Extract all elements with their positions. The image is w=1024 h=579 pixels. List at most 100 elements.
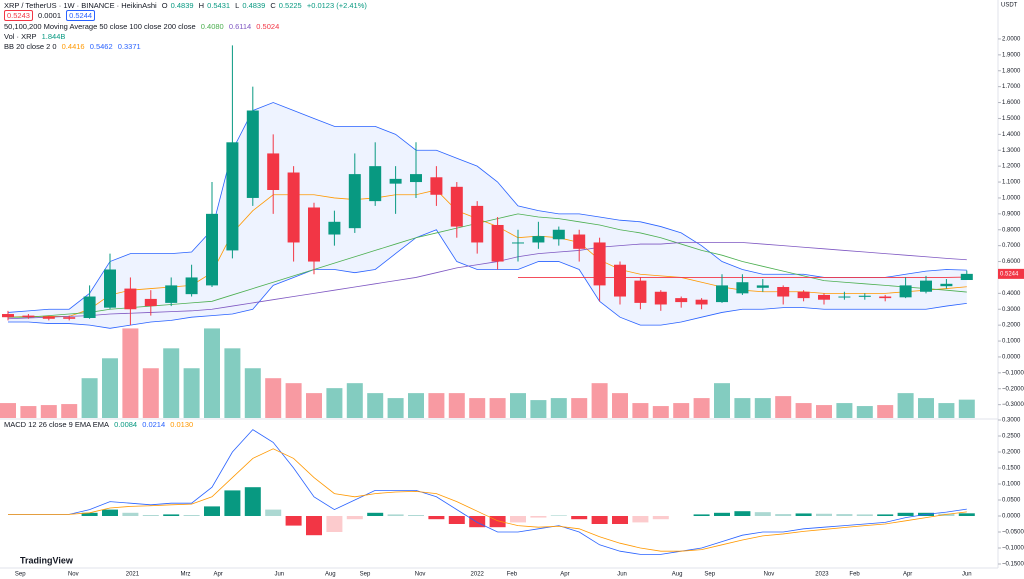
histogram-bar (591, 516, 608, 524)
y-tick-label: −0.1000 (1002, 546, 1024, 552)
volume-bar (550, 398, 567, 418)
volume-bar (856, 406, 873, 418)
histogram-bar (244, 487, 261, 516)
volume-bar (163, 348, 180, 418)
volume-bar (20, 406, 37, 418)
volume-bar (387, 398, 404, 418)
label: O (161, 1, 168, 10)
candle-body (532, 236, 545, 243)
label: 50,100,200 Moving Average 50 close 100 c… (4, 22, 196, 31)
signal-line (8, 448, 967, 552)
candle-body (716, 285, 728, 303)
y-tick-label: 0.6000 (1002, 259, 1021, 265)
value: 0.6114 (228, 22, 252, 31)
histogram-bar (204, 506, 220, 516)
y-tick-label: 1.3000 (1002, 148, 1021, 154)
y-tick-label: 0.7000 (1002, 243, 1021, 249)
y-tick-label: 1.7000 (1002, 84, 1021, 90)
histogram-bar (142, 515, 159, 516)
volume-bar (795, 403, 812, 418)
value: 0.0214 (142, 420, 166, 429)
candle-body (797, 291, 810, 299)
candle-body (430, 177, 443, 195)
symbol-title: XRP / TetherUS · 1W · BINANCE · HeikinAs… (4, 1, 157, 10)
x-tick-label: Apr (213, 572, 222, 578)
candle-body (144, 298, 157, 307)
histogram-bar (448, 516, 465, 524)
histogram-bar (285, 516, 302, 526)
volume-bar (244, 368, 261, 418)
histogram-bar (367, 512, 384, 516)
candle-body (675, 298, 688, 303)
volume-bar (714, 383, 730, 418)
volume-bar (102, 358, 118, 418)
candle-body (83, 296, 96, 318)
x-tick-label: Nov (68, 572, 79, 578)
candle-body (634, 280, 647, 303)
volume-bar (632, 403, 649, 418)
x-tick-label: Feb (507, 572, 518, 578)
bb-fill (8, 102, 967, 329)
value: 0.3371 (117, 42, 141, 51)
candle-body (124, 288, 137, 310)
histogram-bar (428, 516, 445, 520)
volume-bar (448, 393, 465, 418)
candle-body (63, 317, 76, 319)
bid[interactable]: 0.5243 (4, 10, 33, 21)
histogram-bar (306, 516, 322, 536)
candle-body (512, 242, 524, 244)
volume-bar (754, 398, 771, 418)
candle-body (920, 280, 932, 292)
volume-bar (510, 393, 526, 418)
volume-bar (285, 383, 302, 418)
macd-line (8, 429, 967, 555)
x-tick-label: 2021 (126, 572, 140, 578)
y-tick-label: 2.0000 (1002, 37, 1021, 43)
candle-body (471, 205, 484, 243)
value: 0.4839 (170, 1, 194, 10)
ask[interactable]: 0.5244 (66, 10, 96, 21)
legend-bb: BB 20 close 2 0 0.4416 0.5462 0.3371 (4, 42, 144, 52)
y-tick-label: 0.2000 (1002, 323, 1021, 329)
label: MACD 12 26 close 9 EMA EMA (4, 420, 110, 429)
value: 0.4080 (200, 22, 224, 31)
volume-bar (652, 406, 669, 418)
histogram-bar (897, 512, 914, 516)
candle-body (328, 221, 341, 235)
volume-bar (673, 403, 690, 418)
histogram-bar (326, 516, 343, 532)
volume-bar (612, 393, 628, 418)
change: +0.0123 (+2.41%) (306, 1, 367, 10)
volume-bar (265, 378, 282, 418)
x-tick-label: Jun (962, 572, 972, 578)
histogram-bar (612, 516, 628, 524)
histogram-bar (652, 516, 669, 520)
volume-bar (81, 378, 98, 418)
y-tick-label: 0.2000 (1002, 450, 1021, 456)
x-tick-label: Sep (360, 572, 371, 578)
y-tick-label: −0.1500 (1002, 562, 1024, 568)
histogram-bar (265, 509, 282, 516)
candle-body (450, 186, 463, 227)
value: 0.0084 (114, 420, 138, 429)
legend-quote: 0.5243 0.0001 0.5244 (4, 10, 98, 21)
histogram-bar (530, 516, 547, 518)
candle-body (246, 110, 259, 198)
volume-bar (918, 398, 934, 418)
volume-bar (693, 398, 710, 418)
volume-bar (489, 398, 506, 418)
moving-average (7, 242, 967, 320)
y-tick-label: 0.4000 (1002, 291, 1021, 297)
volume-bar (306, 393, 322, 418)
histogram-bar (754, 512, 771, 516)
histogram-bar (632, 516, 649, 523)
volume-bar (571, 398, 588, 418)
histogram-bar (550, 515, 567, 516)
value: 0.5431 (207, 1, 231, 10)
histogram-bar (489, 516, 506, 528)
volume-bar (530, 400, 547, 418)
y-tick-label: 1.9000 (1002, 52, 1021, 58)
candle-body (206, 213, 218, 286)
y-tick-label: −0.2000 (1002, 386, 1024, 392)
candle-body (940, 283, 953, 287)
